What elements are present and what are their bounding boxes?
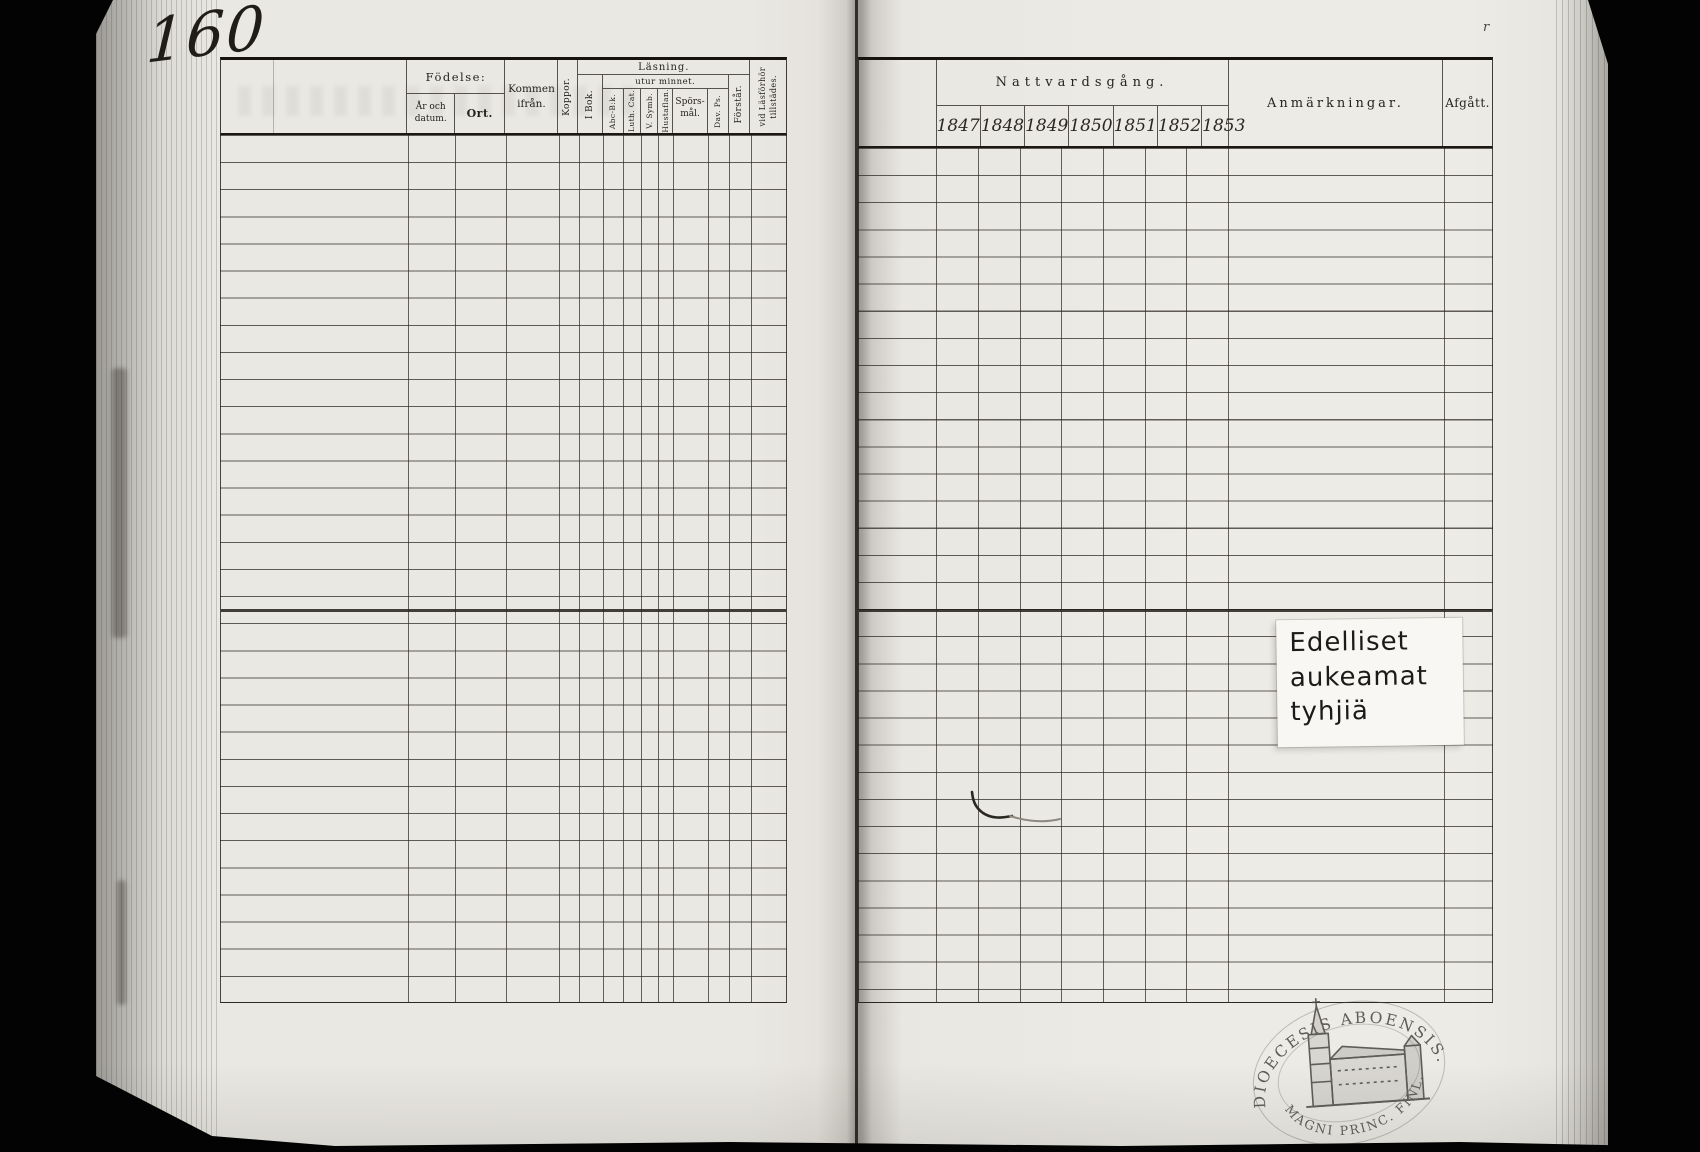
fodelse-subheader-row: År och datum. Ort. xyxy=(407,94,504,133)
lasning-label: Läsning. xyxy=(578,60,750,76)
utur-minnet-group-header: utur minnet. Abc-B:k. Luth. Cat. V. Symb… xyxy=(601,75,728,133)
column-line xyxy=(408,135,409,1002)
column-line xyxy=(579,135,580,1002)
edge-smudge xyxy=(112,368,127,638)
year-header-1849: 1849 xyxy=(1024,106,1068,146)
utur-minnet-subheader-row: Abc-B:k. Luth. Cat. V. Symb. Hustaflan. xyxy=(603,89,728,133)
right-table: Nattvardsgång. 1847 1848 1849 1850 1851 … xyxy=(858,57,1493,1003)
left-table-header: Födelse: År och datum. Ort. Kommen ifrån… xyxy=(220,57,787,135)
fodelse-label: Födelse: xyxy=(407,60,505,94)
column-line xyxy=(729,135,730,1002)
abc-bok-header: Abc-B:k. xyxy=(603,89,623,133)
book-gutter-fold xyxy=(855,0,858,1152)
column-line xyxy=(603,135,604,1002)
church-illustration xyxy=(1306,998,1431,1109)
pen-check-mark xyxy=(970,790,1061,823)
luth-cat-label: Luth. Cat. xyxy=(627,90,637,133)
left-table: Födelse: År och datum. Ort. Kommen ifrån… xyxy=(220,57,787,1003)
afgatt-header: Afgått. xyxy=(1442,60,1492,146)
column-line xyxy=(1228,148,1229,1002)
name-column-header xyxy=(221,60,406,133)
dav-ps-label: Dav. Ps. xyxy=(713,94,723,128)
diocese-stamp: DIOECESIS ABOENSIS. MAGNI PRINC. FINL. xyxy=(1238,988,1453,1152)
hustaflan-label: Hustaflan. xyxy=(660,89,670,133)
edge-smudge xyxy=(117,880,126,1005)
nattvardsgang-group-header: Nattvardsgång. 1847 1848 1849 1850 1851 … xyxy=(935,60,1245,146)
forstar-label: Förstår. xyxy=(733,84,744,124)
note-line: Edelliset xyxy=(1289,626,1409,659)
column-line xyxy=(1186,148,1187,1002)
forstar-header: Förstår. xyxy=(727,75,750,133)
koppor-label: Koppor. xyxy=(562,77,573,116)
luth-cat-header: Luth. Cat. xyxy=(622,89,641,133)
column-line xyxy=(623,135,624,1002)
kommen-ifran-header: Kommen ifrån. xyxy=(504,60,557,133)
utur-minnet-label: utur minnet. xyxy=(602,75,728,90)
column-line xyxy=(559,135,560,1002)
column-line xyxy=(978,148,979,1002)
section-divider-line xyxy=(221,609,786,612)
nattvardsgang-label: Nattvardsgång. xyxy=(936,60,1228,106)
column-line xyxy=(455,135,456,1002)
i-bok-label: I Bok. xyxy=(584,89,595,119)
year-header-1850: 1850 xyxy=(1068,106,1113,146)
ink-bleedthrough xyxy=(238,86,638,116)
abc-bok-label: Abc-B:k. xyxy=(607,93,617,129)
ort-header: Ort. xyxy=(454,94,504,133)
year-header-row: 1847 1848 1849 1850 1851 1852 1853 xyxy=(936,106,1245,146)
note-line: aukeamat xyxy=(1289,660,1429,693)
column-line xyxy=(641,135,642,1002)
year-header-1847: 1847 xyxy=(936,116,980,136)
tillstades-label-line1: vid Läsförhör xyxy=(757,66,767,127)
tillstades-label-line2: tillstädes. xyxy=(768,74,778,119)
dav-ps-header: Dav. Ps. xyxy=(706,89,728,133)
year-header-1848: 1848 xyxy=(979,106,1024,146)
hustaflan-header: Hustaflan. xyxy=(657,89,672,133)
v-symb-label: V. Symb. xyxy=(644,93,654,130)
section-divider-line xyxy=(859,609,1492,612)
ar-och-datum-header: År och datum. xyxy=(414,102,447,124)
note-line: tyhjiä xyxy=(1290,696,1370,728)
year-header-1852: 1852 xyxy=(1156,106,1201,146)
left-page-edge-texture xyxy=(96,0,218,1152)
archivist-note: Edelliset aukeamat tyhjiä xyxy=(1276,617,1464,748)
year-header-1853: 1853 xyxy=(1201,106,1245,146)
column-line xyxy=(1061,148,1062,1002)
right-page-edge-texture xyxy=(1556,0,1608,1152)
column-line xyxy=(273,60,274,133)
right-table-grid xyxy=(858,148,1493,1003)
column-line xyxy=(708,135,709,1002)
anmarkningar-header: Anmärkningar. xyxy=(1227,60,1443,146)
column-line xyxy=(751,135,752,1002)
left-table-grid xyxy=(220,135,787,1003)
blank-column-header xyxy=(859,60,936,146)
sporsmal-header: Spörs-mål. xyxy=(672,89,707,133)
column-line xyxy=(658,135,659,1002)
v-symb-header: V. Symb. xyxy=(640,89,657,133)
column-line xyxy=(1145,148,1146,1002)
vid-lasforhor-tillstades-header: vid Läsförhör tillstädes. xyxy=(749,60,786,133)
column-line xyxy=(1020,148,1021,1002)
column-line xyxy=(1103,148,1104,1002)
i-bok-header: I Bok. xyxy=(578,75,601,133)
year-header-1851: 1851 xyxy=(1112,106,1157,146)
column-line xyxy=(1444,148,1445,1002)
column-line xyxy=(673,135,674,1002)
lasning-subheader-row: I Bok. utur minnet. Abc-B:k. Luth. Cat. xyxy=(578,75,749,133)
fodelse-group-header: Födelse: År och datum. Ort. xyxy=(406,60,505,133)
column-line xyxy=(936,148,937,1002)
column-line xyxy=(506,135,507,1002)
koppor-header: Koppor. xyxy=(557,60,577,133)
right-table-header: Nattvardsgång. 1847 1848 1849 1850 1851 … xyxy=(858,57,1493,148)
stray-pen-mark: r xyxy=(1483,20,1490,35)
lasning-group-header: Läsning. I Bok. utur minnet. Abc-B:k. Lu… xyxy=(577,60,750,133)
